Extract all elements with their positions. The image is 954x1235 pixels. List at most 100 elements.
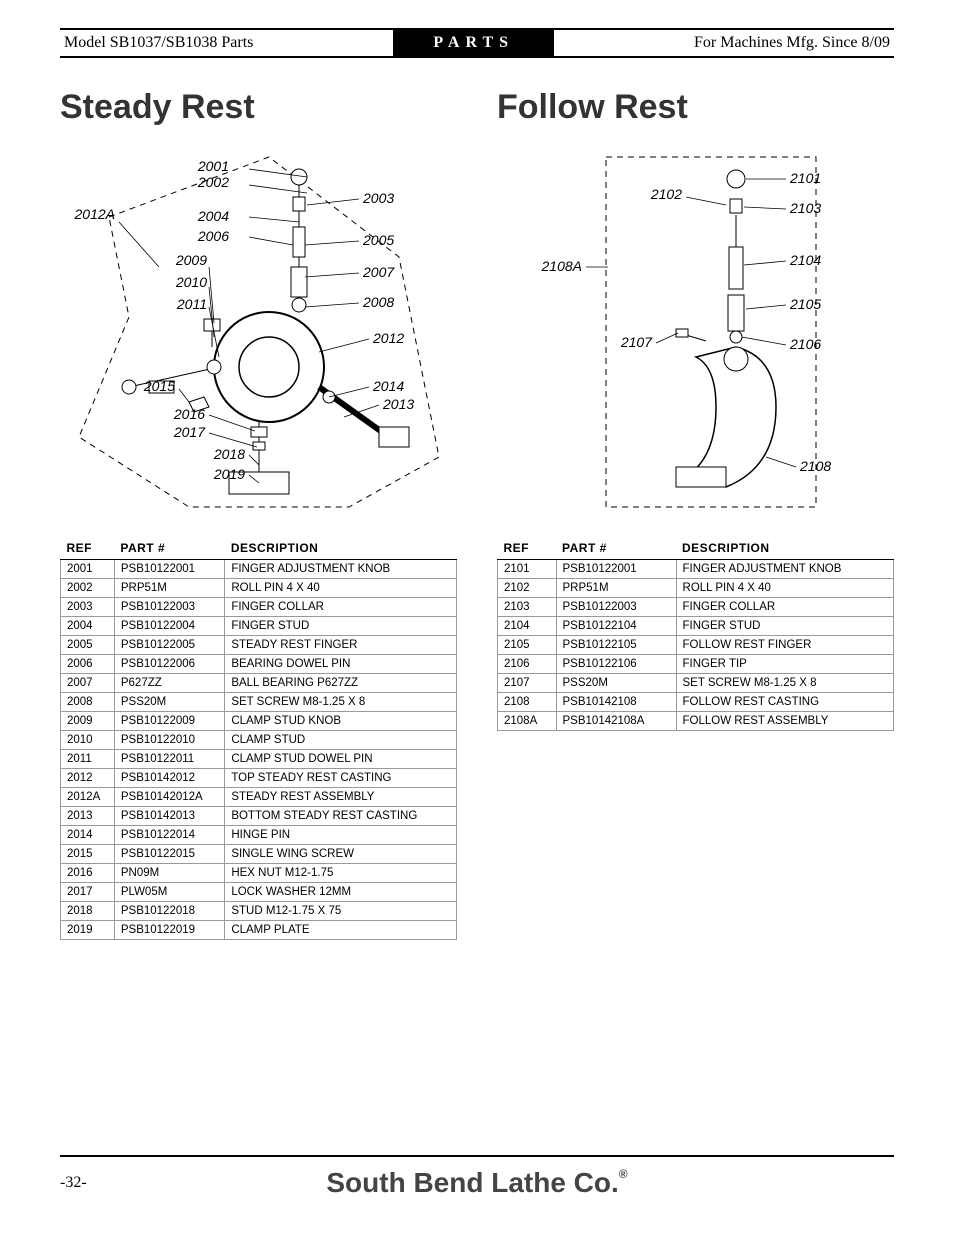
table-row: 2006PSB10122006BEARING DOWEL PIN <box>61 655 457 674</box>
cell-part: PSB10142108 <box>556 693 676 712</box>
callout: 2016 <box>172 406 204 422</box>
cell-part: PSB10122014 <box>114 826 224 845</box>
callout: 2009 <box>174 252 206 268</box>
cell-ref: 2008 <box>61 693 115 712</box>
table-row: 2019PSB10122019CLAMP PLATE <box>61 921 457 940</box>
cell-part: PSB10122011 <box>114 750 224 769</box>
table-row: 2105PSB10122105FOLLOW REST FINGER <box>498 636 894 655</box>
cell-ref: 2018 <box>61 902 115 921</box>
follow-parts-table: REF PART # DESCRIPTION 2101PSB10122001FI… <box>497 537 894 731</box>
table-row: 2005PSB10122005STEADY REST FINGER <box>61 636 457 655</box>
cell-desc: FINGER COLLAR <box>225 598 457 617</box>
th-ref: REF <box>498 537 557 560</box>
cell-ref: 2001 <box>61 560 115 579</box>
cell-ref: 2014 <box>61 826 115 845</box>
callout: 2015 <box>142 378 174 394</box>
cell-desc: LOCK WASHER 12MM <box>225 883 457 902</box>
cell-ref: 2007 <box>61 674 115 693</box>
table-row: 2104PSB10122104FINGER STUD <box>498 617 894 636</box>
th-part: PART # <box>114 537 224 560</box>
callout: 2107 <box>619 334 652 350</box>
table-row: 2001PSB10122001FINGER ADJUSTMENT KNOB <box>61 560 457 579</box>
table-row: 2008PSS20MSET SCREW M8-1.25 X 8 <box>61 693 457 712</box>
cell-desc: SET SCREW M8-1.25 X 8 <box>225 693 457 712</box>
cell-desc: BEARING DOWEL PIN <box>225 655 457 674</box>
table-row: 2016PN09MHEX NUT M12-1.75 <box>61 864 457 883</box>
callout: 2101 <box>789 170 821 186</box>
cell-part: PSB10122019 <box>114 921 224 940</box>
table-row: 2012PSB10142012TOP STEADY REST CASTING <box>61 769 457 788</box>
callout: 2007 <box>362 264 395 280</box>
cell-desc: ROLL PIN 4 X 40 <box>676 579 893 598</box>
table-row: 2101PSB10122001FINGER ADJUSTMENT KNOB <box>498 560 894 579</box>
cell-ref: 2003 <box>61 598 115 617</box>
callout: 2102 <box>649 186 681 202</box>
table-row: 2007P627ZZBALL BEARING P627ZZ <box>61 674 457 693</box>
cell-part: PSB10122005 <box>114 636 224 655</box>
callout: 2103 <box>789 200 821 216</box>
cell-desc: BOTTOM STEADY REST CASTING <box>225 807 457 826</box>
cell-ref: 2006 <box>61 655 115 674</box>
cell-part: P627ZZ <box>114 674 224 693</box>
cell-desc: FINGER STUD <box>225 617 457 636</box>
cell-ref: 2019 <box>61 921 115 940</box>
cell-ref: 2016 <box>61 864 115 883</box>
table-row: 2009PSB10122009CLAMP STUD KNOB <box>61 712 457 731</box>
cell-desc: CLAMP STUD DOWEL PIN <box>225 750 457 769</box>
cell-part: PSB10122106 <box>556 655 676 674</box>
cell-ref: 2004 <box>61 617 115 636</box>
cell-ref: 2011 <box>61 750 115 769</box>
cell-ref: 2002 <box>61 579 115 598</box>
table-row: 2017PLW05MLOCK WASHER 12MM <box>61 883 457 902</box>
table-row: 2107PSS20MSET SCREW M8-1.25 X 8 <box>498 674 894 693</box>
callout: 2014 <box>372 378 404 394</box>
cell-part: PSB10142013 <box>114 807 224 826</box>
table-row: 2103PSB10122003FINGER COLLAR <box>498 598 894 617</box>
steady-column: Steady Rest <box>60 88 457 940</box>
callout: 2003 <box>362 190 394 206</box>
cell-ref: 2012A <box>61 788 115 807</box>
cell-desc: STEADY REST ASSEMBLY <box>225 788 457 807</box>
callout: 2005 <box>362 232 394 248</box>
follow-column: Follow Rest <box>497 88 894 940</box>
cell-desc: FINGER TIP <box>676 655 893 674</box>
cell-ref: 2015 <box>61 845 115 864</box>
header-bar: Model SB1037/SB1038 Parts PARTS For Mach… <box>60 28 894 58</box>
cell-ref: 2010 <box>61 731 115 750</box>
cell-part: PLW05M <box>114 883 224 902</box>
cell-part: PSB10122015 <box>114 845 224 864</box>
cell-desc: SET SCREW M8-1.25 X 8 <box>676 674 893 693</box>
cell-desc: CLAMP PLATE <box>225 921 457 940</box>
cell-desc: TOP STEADY REST CASTING <box>225 769 457 788</box>
cell-desc: ROLL PIN 4 X 40 <box>225 579 457 598</box>
cell-desc: HINGE PIN <box>225 826 457 845</box>
callout: 2108 <box>799 458 831 474</box>
cell-part: PSB10122009 <box>114 712 224 731</box>
cell-ref: 2009 <box>61 712 115 731</box>
table-row: 2018PSB10122018STUD M12-1.75 X 75 <box>61 902 457 921</box>
cell-part: PSB10142012 <box>114 769 224 788</box>
cell-part: PRP51M <box>556 579 676 598</box>
cell-ref: 2108A <box>498 712 557 731</box>
callout: 2004 <box>196 208 228 224</box>
callout: 2019 <box>212 466 244 482</box>
table-row: 2015PSB10122015SINGLE WING SCREW <box>61 845 457 864</box>
brand: South Bend Lathe Co.® <box>326 1167 627 1199</box>
cell-ref: 2012 <box>61 769 115 788</box>
table-row: 2010PSB10122010CLAMP STUD <box>61 731 457 750</box>
table-row: 2012APSB10142012ASTEADY REST ASSEMBLY <box>61 788 457 807</box>
th-desc: DESCRIPTION <box>676 537 893 560</box>
footer: -32- South Bend Lathe Co.® <box>60 1155 894 1199</box>
cell-ref: 2107 <box>498 674 557 693</box>
table-row: 2108APSB10142108AFOLLOW REST ASSEMBLY <box>498 712 894 731</box>
cell-ref: 2103 <box>498 598 557 617</box>
steady-title: Steady Rest <box>60 88 457 127</box>
cell-desc: CLAMP STUD <box>225 731 457 750</box>
steady-diagram: 2001 2002 2003 2004 2005 2006 2007 2008 … <box>60 137 457 517</box>
callout: 2106 <box>789 336 821 352</box>
header-left: Model SB1037/SB1038 Parts <box>60 34 257 52</box>
header-right: For Machines Mfg. Since 8/09 <box>690 34 894 52</box>
cell-desc: FOLLOW REST FINGER <box>676 636 893 655</box>
table-row: 2013PSB10142013BOTTOM STEADY REST CASTIN… <box>61 807 457 826</box>
callout: 2104 <box>789 252 821 268</box>
